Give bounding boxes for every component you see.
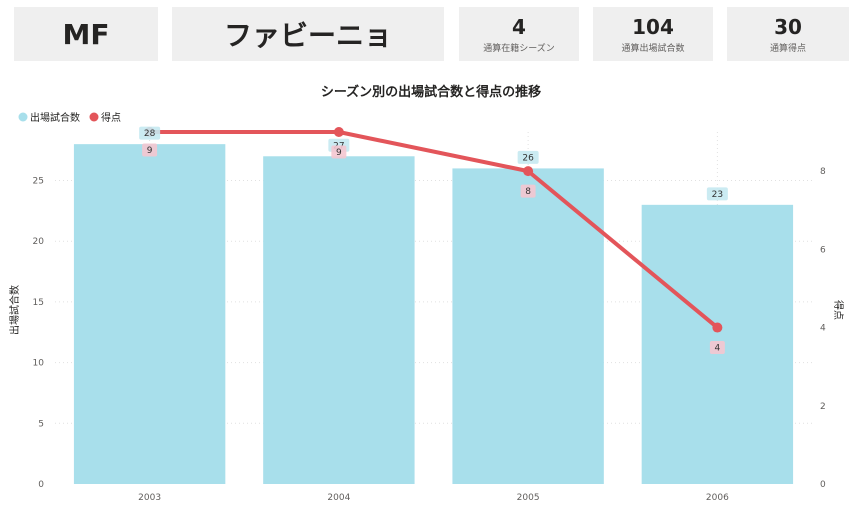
y-axis-title: 出場試合数 bbox=[8, 285, 21, 335]
line-data-label: 4 bbox=[715, 344, 721, 354]
appearances-label: 通算出場試合数 bbox=[621, 43, 685, 54]
combo-chart: シーズン別の出場試合数と得点の推移 出場試合数 得点 出場試合数 得点 2892… bbox=[8, 84, 844, 503]
seasons-label: 通算在籍シーズン bbox=[483, 43, 555, 54]
goals-point[interactable] bbox=[523, 166, 534, 177]
x-tick-label: 2006 bbox=[706, 493, 729, 503]
goals-card: 30 通算得点 bbox=[727, 7, 849, 61]
player-name-card: ファビーニョ bbox=[172, 7, 444, 61]
bar-data-label-bg bbox=[139, 126, 161, 140]
y2-tick-label: 4 bbox=[820, 324, 826, 334]
goals-label: 通算得点 bbox=[769, 43, 806, 54]
bar-data-label: 28 bbox=[144, 129, 156, 139]
seasons-card: 4 通算在籍シーズン bbox=[459, 7, 579, 61]
player-name-value: ファビーニョ bbox=[223, 19, 392, 52]
line-data-label: 9 bbox=[147, 146, 153, 156]
y2-tick-label: 2 bbox=[820, 402, 826, 412]
y2-tick-label: 6 bbox=[820, 245, 826, 255]
appearances-value: 104 bbox=[632, 14, 674, 39]
line-data-label: 8 bbox=[525, 187, 531, 197]
line-data-label-bg bbox=[709, 341, 725, 355]
goals-point[interactable] bbox=[712, 322, 723, 333]
y2-tick-label: 0 bbox=[820, 480, 826, 490]
x-tick-label: 2005 bbox=[517, 493, 540, 503]
x-tick-label: 2004 bbox=[327, 493, 350, 503]
bar[interactable] bbox=[263, 156, 415, 484]
y-tick-label: 20 bbox=[33, 237, 45, 247]
y-tick-label: 10 bbox=[33, 359, 45, 369]
bar[interactable] bbox=[73, 144, 226, 484]
bar-data-label: 26 bbox=[522, 153, 534, 163]
line-data-label-bg bbox=[331, 145, 347, 159]
y2-tick-label: 8 bbox=[820, 167, 826, 177]
y-tick-label: 0 bbox=[38, 480, 44, 490]
legend: 出場試合数 得点 bbox=[18, 111, 121, 124]
line-data-label: 9 bbox=[336, 148, 342, 158]
line-data-label-bg bbox=[520, 184, 536, 198]
chart-title: シーズン別の出場試合数と得点の推移 bbox=[321, 84, 541, 100]
legend-line-label[interactable]: 得点 bbox=[101, 112, 121, 124]
x-tick-label: 2003 bbox=[138, 493, 161, 503]
legend-bar-swatch bbox=[18, 112, 28, 122]
y-tick-label: 5 bbox=[38, 419, 44, 429]
goals-point[interactable] bbox=[333, 127, 344, 137]
y-tick-label: 25 bbox=[33, 177, 44, 187]
legend-bar-label[interactable]: 出場試合数 bbox=[30, 111, 80, 124]
bar-data-label: 23 bbox=[712, 190, 723, 200]
goals-value: 30 bbox=[774, 14, 802, 39]
legend-line-swatch bbox=[89, 112, 99, 122]
y2-axis-title: 得点 bbox=[832, 300, 844, 320]
position-value: MF bbox=[62, 17, 110, 51]
bar-data-label-bg bbox=[517, 150, 539, 164]
appearances-card: 104 通算出場試合数 bbox=[593, 7, 713, 61]
bar-data-label-bg bbox=[706, 187, 728, 201]
seasons-value: 4 bbox=[512, 14, 526, 39]
bar[interactable] bbox=[452, 168, 604, 484]
position-card: MF bbox=[14, 7, 158, 61]
line-data-label-bg bbox=[142, 143, 158, 157]
y-tick-label: 15 bbox=[33, 298, 44, 308]
goals-line bbox=[149, 130, 719, 330]
